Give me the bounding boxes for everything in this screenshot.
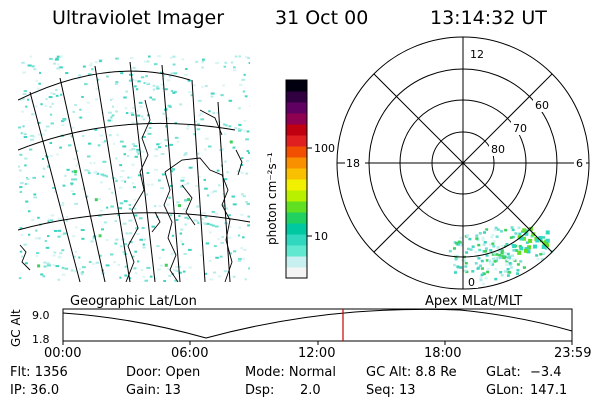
colorbar-segment xyxy=(286,256,307,268)
dsp-value: 2.0 xyxy=(300,383,321,398)
colorbar-segment xyxy=(286,190,307,202)
colorbar-segment xyxy=(286,267,307,279)
colorbar-segment xyxy=(286,234,307,246)
mlat-label-70: 70 xyxy=(513,122,527,135)
colorbar-segment xyxy=(286,91,307,103)
colorbar-segment xyxy=(286,201,307,213)
colorbar-segment xyxy=(286,124,307,136)
glat-label: GLat: xyxy=(486,365,521,380)
mlat-label-60: 60 xyxy=(535,99,549,112)
gain-value: Gain: 13 xyxy=(126,383,181,398)
geographic-image-panel: Geographic Lat/Lon xyxy=(18,55,250,309)
altitude-curve xyxy=(62,308,573,339)
timeline-xtick-0600: 06:00 xyxy=(171,346,208,361)
polar-caption: Apex MLat/MLT xyxy=(425,294,522,309)
intensity-colorbar: 100 10 photon cm⁻²s⁻¹ xyxy=(265,79,335,279)
gc-altitude: GC Alt: 8.8 Re xyxy=(366,365,457,380)
time-readout: 13:14:32 UT xyxy=(430,7,547,29)
timeline-xtick-1800: 18:00 xyxy=(424,346,461,361)
status-info-block: Flt: 1356 IP: 36.0 Door: Open Gain: 13 M… xyxy=(10,365,567,398)
colorbar-segment xyxy=(286,135,307,147)
dsp-label: Dsp: xyxy=(245,383,274,398)
timeline-ytick-low: 1.8 xyxy=(32,333,50,346)
colorbar-segment xyxy=(286,146,307,158)
mlt-label-12: 12 xyxy=(470,48,484,61)
instrument-title: Ultraviolet Imager xyxy=(52,7,224,29)
mlt-label-6: 6 xyxy=(576,157,583,170)
timeline-xtick-2359: 23:59 xyxy=(554,346,591,361)
mlt-label-18: 18 xyxy=(346,157,360,170)
timeline-xtick-1200: 12:00 xyxy=(298,346,335,361)
mlat-label-80: 80 xyxy=(491,143,505,156)
colorbar-segment xyxy=(286,168,307,180)
polar-emission-pixels xyxy=(448,226,557,286)
timeline-ylabel: GC Alt xyxy=(9,309,23,347)
glon-value: 147.1 xyxy=(530,383,567,398)
colorbar-segment xyxy=(286,245,307,257)
colorbar-segment xyxy=(286,179,307,191)
colorbar-tick-100: 100 xyxy=(314,142,335,155)
glon-label: GLon: xyxy=(486,383,524,398)
mlt-label-0: 0 xyxy=(468,276,475,289)
colorbar-tick-10: 10 xyxy=(314,230,328,243)
colorbar-segment xyxy=(286,80,307,92)
lat-lon-grid xyxy=(18,61,250,282)
flight-number: Flt: 1356 xyxy=(10,365,68,380)
timeline-ytick-high: 9.0 xyxy=(32,309,50,322)
mode-status: Mode: Normal xyxy=(245,365,336,380)
door-status: Door: Open xyxy=(126,365,200,380)
colorbar-segment xyxy=(286,212,307,224)
colorbar-segment xyxy=(286,113,307,125)
auroral-emission-pixels xyxy=(18,55,250,282)
colorbar-segment xyxy=(286,223,307,235)
sequence-number: Seq: 13 xyxy=(366,383,416,398)
polar-grid xyxy=(336,36,590,290)
polar-mlt-plot: 12 18 6 0 60 70 80 Apex MLat/MLT xyxy=(336,36,590,309)
timeline-xtick-0000: 00:00 xyxy=(44,346,81,361)
geographic-caption: Geographic Lat/Lon xyxy=(70,294,197,309)
glat-value: −3.4 xyxy=(530,365,562,380)
colorbar-segment xyxy=(286,102,307,114)
colorbar-segment xyxy=(286,157,307,169)
coastline-map xyxy=(19,99,243,282)
date-readout: 31 Oct 00 xyxy=(275,7,368,29)
ip-value: IP: 36.0 xyxy=(10,383,59,398)
orbit-altitude-timeline: GC Alt 9.0 1.8 00:00 06:00 12:00 18:00 2… xyxy=(9,308,591,361)
colorbar-unit-label: photon cm⁻²s⁻¹ xyxy=(265,152,279,245)
